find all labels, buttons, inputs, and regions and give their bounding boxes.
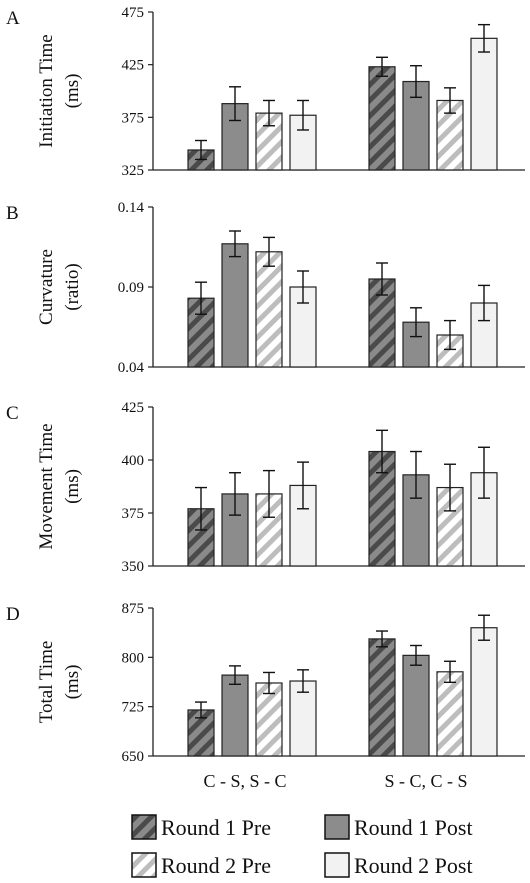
error-bar [229,230,241,258]
bar-round-1-pre [368,66,396,171]
panel-a: 475 425 375 325 A Initiation Time (ms) [6,5,525,179]
y-tick-label: 0.04 [118,360,145,376]
error-bar [263,671,275,695]
y-axis-label: Curvature [36,249,57,325]
error-bar [263,99,275,127]
y-tick-label: 475 [122,5,145,21]
y-tick-label: 425 [122,58,145,74]
panel-c: 425 400 375 350 C Movement Time (ms) [6,400,525,575]
y-axis-label-unit: (ms) [62,469,83,504]
bar-round-2-pre [255,251,283,368]
bar-round-1-post [221,243,249,368]
y-tick-label: 425 [122,400,145,416]
y-axis-label: Total Time [36,641,57,724]
error-bar [410,450,422,499]
error-bar [297,461,309,510]
error-bar [263,469,275,518]
error-bar [376,630,388,648]
y-tick-label: 375 [122,506,145,522]
panel-letter: B [6,203,19,224]
error-bar [376,429,388,474]
error-bar [478,446,490,499]
bar-round-2-post [289,680,317,757]
legend-swatch-round-2-pre [131,852,157,878]
bar-round-1-post [221,674,249,757]
y-tick-label: 325 [122,163,145,179]
panel-letter: A [6,8,20,29]
bar-round-2-post [470,37,498,171]
error-bar [229,86,241,122]
y-tick-label: 650 [122,749,145,765]
error-bar [195,701,207,719]
legend-label: Round 2 Pre [161,853,271,878]
panel-d: 875 800 725 650 D Total Time (ms) [6,601,525,765]
bar-round-1-post [402,474,430,567]
error-bar [410,644,422,666]
bar-round-2-pre [436,671,464,757]
y-tick-label: 375 [122,110,145,126]
error-bar [444,463,456,512]
bar-round-1-post [402,654,430,757]
legend-label: Round 1 Post [354,815,473,840]
bar-round-1-pre [368,638,396,757]
legend-label: Round 2 Post [354,853,473,878]
category-label: S - C, C - S [384,771,467,791]
error-bar [229,472,241,516]
error-bar [195,281,207,315]
legend-label: Round 1 Pre [161,815,271,840]
error-bar [195,486,207,531]
y-tick-label: 800 [122,650,145,666]
error-bar [297,99,309,131]
error-bar [297,270,309,304]
category-label: C - S, S - C [203,771,286,791]
y-tick-label: 0.14 [118,200,145,216]
y-axis-label-unit: (ms) [62,665,83,700]
bar-round-2-pre [255,682,283,757]
y-axis-label: Movement Time [36,423,57,549]
panel-letter: C [6,403,19,424]
y-tick-label: 400 [122,453,145,469]
legend-swatch-round-2-post [324,852,350,878]
error-bar [410,65,422,99]
legend-swatch-round-1-post [324,814,350,840]
error-bar [229,665,241,686]
y-tick-label: 875 [122,601,145,617]
y-tick-label: 0.09 [118,280,144,296]
error-bar [376,262,388,296]
legend: Round 1 Pre Round 1 Post Round 2 Pre Rou… [131,814,473,878]
legend-swatch-round-1-pre [131,814,157,840]
error-bar [410,307,422,338]
error-bar [478,284,490,322]
error-bar [478,614,490,641]
error-bar [263,236,275,267]
y-axis-label-unit: (ms) [62,74,83,109]
panel-letter: D [6,604,20,625]
error-bar [444,87,456,114]
error-bar [444,660,456,684]
panel-b: 0.14 0.09 0.04 B Curvature (ratio) [6,200,525,376]
error-bar [444,319,456,351]
y-tick-label: 350 [122,559,145,575]
error-bar [195,139,207,161]
error-bar [297,669,309,693]
y-axis-label: Initiation Time [36,34,57,148]
y-tick-label: 725 [122,700,145,716]
bar-round-2-post [470,627,498,757]
y-axis-label-unit: (ratio) [62,263,83,310]
error-bar [376,56,388,77]
error-bar [478,23,490,53]
